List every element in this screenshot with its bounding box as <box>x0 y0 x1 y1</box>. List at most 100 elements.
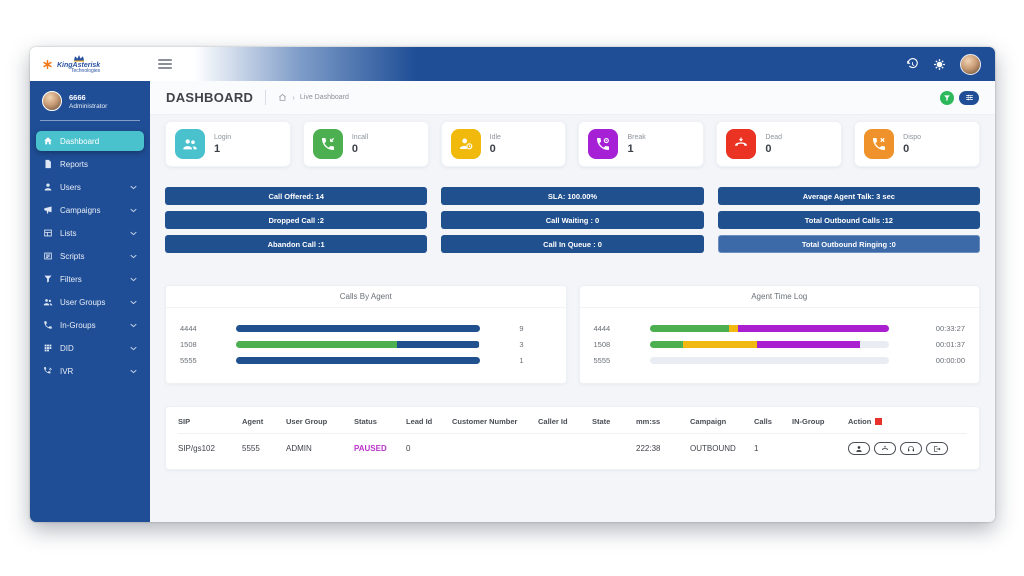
chart-bar <box>236 341 480 348</box>
logout-action-button[interactable] <box>926 442 948 455</box>
stat-value: 0 <box>903 142 910 155</box>
stat-cards-row: Login 1 Incall 0 Idle 0 Break 1 <box>165 121 980 167</box>
agent-time-log-chart: Agent Time Log 4444 00:33:27 1508 00:01:… <box>578 285 980 384</box>
sidebar-item-label: Users <box>60 182 81 192</box>
sidebar-item-label: In-Groups <box>60 320 96 330</box>
user-role: Administrator <box>69 102 108 110</box>
cell-status: PAUSED <box>354 444 387 453</box>
sidebar-item-label: Filters <box>60 274 82 284</box>
user-group-icon <box>43 297 53 307</box>
app-window: KingAsterisk Technologies 6666 Administr… <box>30 47 995 522</box>
sidebar-item-dashboard[interactable]: Dashboard <box>36 131 144 151</box>
sidebar-item-users[interactable]: Users <box>36 177 144 197</box>
stat-value: 0 <box>489 142 496 155</box>
cell-state <box>592 441 636 455</box>
chart-bar <box>649 357 889 364</box>
sidebar-item-label: IVR <box>60 366 74 376</box>
sidebar-nav: Dashboard Reports Users Campaigns <box>30 126 150 386</box>
sidebar-item-label: Campaigns <box>60 205 101 215</box>
sidebar-item-label: Scripts <box>60 251 85 261</box>
cell-caller-id <box>538 441 592 455</box>
stat-pill-total-outbound-calls: Total Outbound Calls :12 <box>717 211 980 229</box>
sidebar-item-campaigns[interactable]: Campaigns <box>36 200 144 220</box>
sidebar: 6666 Administrator Dashboard Reports Use… <box>30 81 150 522</box>
chart-bar <box>236 357 480 364</box>
cell-sip: SIP/gs102 <box>178 444 215 453</box>
crown-logo-icon <box>73 54 84 62</box>
home-icon[interactable] <box>278 93 287 102</box>
sidebar-item-in-groups[interactable]: In-Groups <box>36 315 144 335</box>
phone-icon <box>43 320 53 330</box>
sidebar-item-did[interactable]: DID <box>36 338 144 358</box>
phone-x-icon <box>864 129 895 159</box>
sidebar-item-label: User Groups <box>60 297 106 307</box>
sidebar-divider <box>40 120 140 121</box>
brand-name: KingAsterisk <box>57 61 101 69</box>
column-header-action: Action <box>848 409 967 433</box>
options-button[interactable] <box>959 90 979 105</box>
column-header: IN-Group <box>792 417 825 426</box>
cell-user-group: ADMIN <box>286 444 312 453</box>
hamburger-icon[interactable] <box>158 57 172 71</box>
chart-row-label: 1508 <box>593 340 611 349</box>
sidebar-item-lists[interactable]: Lists <box>36 223 144 243</box>
sidebar-item-user-groups[interactable]: User Groups <box>36 292 144 312</box>
cell-campaign: OUTBOUND <box>690 444 736 453</box>
chart-bar <box>236 325 480 332</box>
chart-row: 4444 9 <box>180 324 552 333</box>
sidebar-user-profile: 6666 Administrator <box>30 81 150 120</box>
cell-agent: 5555 <box>242 444 260 453</box>
phone-incoming-icon <box>312 129 343 159</box>
dashboard-content: Login 1 Incall 0 Idle 0 Break 1 <box>150 115 995 522</box>
stat-pill-dropped-call: Dropped Call :2 <box>165 211 428 229</box>
sidebar-item-filters[interactable]: Filters <box>36 269 144 289</box>
column-header: State <box>592 417 611 426</box>
report-icon <box>43 159 53 169</box>
chart-row-value: 3 <box>519 340 524 349</box>
hangup-action-button[interactable] <box>874 442 896 455</box>
column-header: Campaign <box>690 417 727 426</box>
chart-title: Calls By Agent <box>166 286 566 308</box>
stat-value: 1 <box>214 142 221 155</box>
user-avatar[interactable] <box>960 53 981 75</box>
stat-pill-call-in-queue: Call In Queue : 0 <box>441 235 704 253</box>
funnel-icon <box>43 274 53 284</box>
chart-row: 5555 1 <box>180 356 552 365</box>
listen-action-button[interactable] <box>900 442 922 455</box>
chart-row-label: 5555 <box>593 356 611 365</box>
stat-label: Dispo <box>903 133 922 141</box>
megaphone-icon <box>43 205 53 215</box>
chart-bar <box>649 325 889 332</box>
chart-row: 1508 3 <box>180 340 552 349</box>
table-header-row: SIP Agent User Group Status Lead Id Cust… <box>178 409 967 434</box>
stat-pills-section: Call Offered: 14 Dropped Call :2 Abandon… <box>165 187 980 259</box>
filter-button[interactable] <box>940 90 954 105</box>
cell-in-group <box>792 441 848 455</box>
stat-card-login: Login 1 <box>165 121 291 167</box>
asterisk-logo-icon <box>43 59 52 69</box>
charts-row: Calls By Agent 4444 9 1508 3 <box>165 285 980 384</box>
sidebar-item-ivr[interactable]: IVR <box>36 361 144 381</box>
sidebar-item-reports[interactable]: Reports <box>36 154 144 174</box>
sidebar-item-scripts[interactable]: Scripts <box>36 246 144 266</box>
chart-row-value: 00:33:27 <box>935 324 965 333</box>
main-content: DASHBOARD › Live Dashboard Login <box>150 81 995 522</box>
column-header: Customer Number <box>452 417 518 426</box>
phone-down-icon <box>726 129 757 159</box>
table-row: SIP/gs102 5555 ADMIN PAUSED 0 222:38 OUT… <box>178 434 967 461</box>
agent-action-button[interactable] <box>848 442 870 455</box>
chevron-down-icon <box>130 300 137 305</box>
chart-row-value: 1 <box>519 356 524 365</box>
chart-row-label: 4444 <box>593 324 611 333</box>
chart-row-label: 1508 <box>180 340 197 349</box>
chevron-down-icon <box>130 231 137 236</box>
column-header: SIP <box>178 417 191 426</box>
stat-value: 0 <box>765 142 772 155</box>
gears-icon[interactable] <box>933 58 946 71</box>
stat-label: Incall <box>351 133 369 141</box>
stat-pill-call-waiting: Call Waiting : 0 <box>441 211 704 229</box>
sidebar-item-label: Lists <box>60 228 77 238</box>
script-icon <box>43 251 53 261</box>
cell-lead-id: 0 <box>406 444 411 453</box>
history-icon[interactable] <box>906 57 919 71</box>
